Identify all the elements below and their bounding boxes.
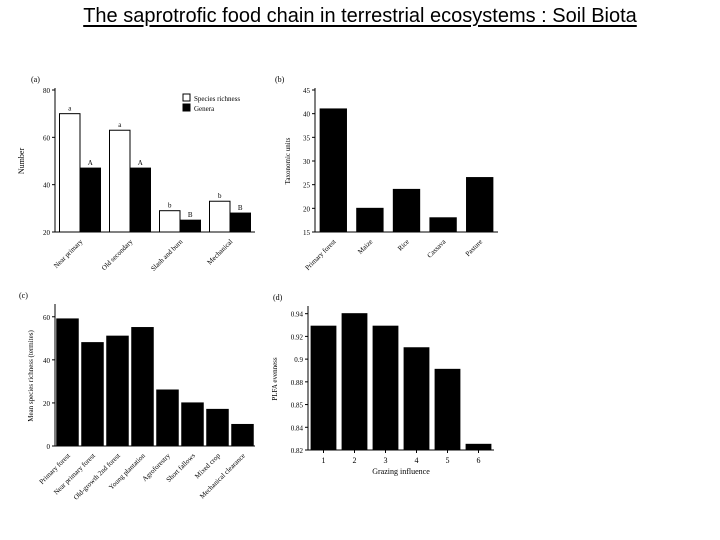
bar	[231, 423, 254, 447]
y-axis-label: Number	[17, 148, 26, 175]
bar	[392, 188, 421, 233]
bar	[81, 342, 104, 447]
chart-panel-d: (d) 0.82 0.84 0.85 0.88 0.9 0.92 0.94 PLFA evenn…	[271, 293, 494, 476]
bar-significance-label: a	[118, 121, 122, 129]
y-tick-label: 40	[43, 182, 51, 190]
bar	[79, 167, 101, 233]
bar	[181, 402, 204, 447]
category-label: 4	[415, 456, 419, 465]
panel-label: (a)	[31, 75, 40, 84]
bar	[129, 167, 151, 233]
y-tick-label: 0.88	[291, 379, 304, 387]
slide-title: The saprotrofic food chain in terrestria…	[83, 5, 637, 27]
category-label: Near primary	[52, 237, 85, 270]
bar	[179, 219, 201, 233]
bar	[466, 177, 494, 233]
bar	[319, 108, 347, 233]
y-axis-label: PLFA evenness	[271, 357, 279, 401]
bar-significance-label: A	[138, 159, 143, 167]
y-tick-label: 60	[43, 314, 51, 322]
category-label: Mechanical clearance	[198, 452, 247, 501]
x-axis-label: Grazing influence	[372, 467, 430, 476]
y-tick-label: 20	[303, 205, 311, 213]
category-label: Cassava	[426, 237, 449, 260]
bar	[159, 210, 181, 233]
y-tick-label: 0.94	[291, 311, 304, 319]
category-label: 5	[446, 456, 450, 465]
bar-significance-label: a	[68, 105, 72, 113]
bar	[59, 113, 81, 233]
y-tick-label: 0.9	[294, 356, 303, 364]
legend-swatch	[182, 93, 191, 102]
bar-significance-label: b	[218, 192, 222, 200]
bar	[310, 325, 337, 451]
bar	[206, 408, 229, 447]
y-axis-label: Taxonomic units	[284, 137, 292, 184]
panel-label: (d)	[273, 293, 283, 302]
category-label: 1	[322, 456, 326, 465]
y-tick-label: 0.84	[291, 424, 304, 432]
bar	[341, 313, 368, 451]
y-tick-label: 0.85	[291, 402, 304, 410]
legend-swatch	[182, 103, 191, 112]
category-label: 6	[477, 456, 481, 465]
bar	[429, 217, 457, 233]
y-tick-label: 0	[47, 443, 51, 451]
bar	[434, 368, 461, 451]
chart-panel-a: (a) 20 40 60 80 Number a A Near primary a A Old sec…	[17, 75, 255, 273]
y-tick-label: 25	[303, 182, 311, 190]
bar	[106, 335, 129, 447]
bar-significance-label: B	[188, 211, 193, 219]
y-tick-label: 20	[43, 229, 51, 237]
y-axis-label: Mean species richness (termites)	[27, 330, 35, 422]
bar	[156, 389, 179, 447]
y-tick-label: 0.82	[291, 447, 304, 455]
y-tick-label: 40	[43, 357, 51, 365]
category-label: Mechanical	[206, 238, 235, 267]
bar-significance-label: b	[168, 202, 172, 210]
category-label: Maize	[356, 238, 374, 256]
panel-label: (b)	[275, 75, 285, 84]
y-tick-label: 60	[43, 134, 51, 142]
bar-significance-label: A	[88, 159, 93, 167]
bar	[372, 325, 399, 451]
y-tick-label: 80	[43, 87, 51, 95]
bar	[465, 443, 492, 451]
bar	[229, 212, 251, 233]
bar	[109, 129, 131, 233]
panel-label: (c)	[19, 291, 28, 300]
bar	[209, 200, 231, 233]
bar	[356, 207, 384, 233]
category-label: Rice	[396, 238, 411, 253]
chart-panel-c: (c) 0 20 40 60 Mean species richness (termite…	[19, 291, 255, 502]
category-label: Slash and burn	[149, 237, 184, 272]
legend-entry: Species richness	[194, 95, 240, 103]
category-label: Pasture	[464, 238, 484, 258]
y-tick-label: 40	[303, 111, 311, 119]
bar	[403, 347, 430, 451]
y-tick-label: 30	[303, 158, 311, 166]
chart-panel-b: (b) 15 20 25 30 35 40 45 Taxonomic units Primary …	[275, 75, 498, 272]
category-label: 2	[353, 456, 357, 465]
legend-entry: Genera	[194, 105, 215, 113]
category-label: 3	[384, 456, 388, 465]
y-tick-label: 15	[303, 229, 311, 237]
bar-significance-label: B	[238, 204, 243, 212]
category-label: Old-growth 2nd forest	[72, 452, 122, 502]
y-tick-label: 0.92	[291, 333, 304, 341]
category-label: Old secondary	[100, 237, 135, 272]
category-label: Primary forest	[304, 238, 338, 272]
bar	[56, 318, 79, 447]
y-tick-label: 20	[43, 400, 51, 408]
y-tick-label: 45	[303, 87, 311, 95]
bar	[131, 327, 154, 447]
y-tick-label: 35	[303, 134, 311, 142]
